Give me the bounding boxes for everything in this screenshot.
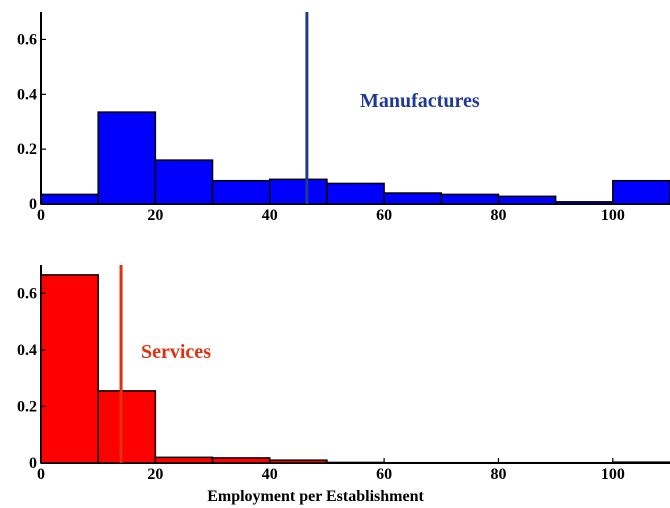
histogram-bar [268,178,328,205]
histogram-bar [154,159,214,205]
y-tick-label: 0 [29,455,37,472]
y-tick-label: 0.4 [17,86,37,103]
x-tick-label: 60 [376,207,392,224]
series-annotation: Services [141,341,211,363]
x-tick-label: 0 [37,207,45,224]
y-tick-label: 0.2 [17,141,37,158]
y-tick-label: 0.6 [17,31,37,48]
histogram-bar [97,111,157,205]
series-annotation: Manufactures [360,90,480,112]
x-tick-label: 100 [601,207,625,224]
histogram-bar [440,193,500,205]
histogram-bar [612,461,670,464]
histogram-bar [268,459,328,464]
histogram-bar [97,390,157,464]
x-axis-title: Employment per Establishment [207,488,424,505]
x-tick-label: 40 [262,466,278,483]
x-tick-label: 80 [490,466,506,483]
x-tick-label: 100 [601,466,625,483]
y-tick-label: 0.2 [17,398,37,415]
histogram-bar [211,179,271,205]
x-tick-label: 40 [262,207,278,224]
x-tick-label: 0 [37,466,45,483]
x-tick-label: 20 [147,207,163,224]
histogram-bar [326,461,385,464]
histogram-bar [497,195,557,205]
y-tick-label: 0 [29,196,37,213]
y-tick-label: 0.6 [17,285,37,302]
histogram-bar [154,456,214,464]
histogram-bar [40,193,99,205]
x-tick-label: 80 [490,207,506,224]
histogram-bar [211,457,271,464]
y-tick-label: 0.4 [17,342,37,359]
histogram-bar [554,201,614,205]
x-tick-label: 60 [376,466,392,483]
x-tick-label: 20 [147,466,163,483]
histogram-bar [383,192,443,205]
histogram-bar [326,182,385,205]
histogram-bar [612,179,670,205]
histogram-bar [40,274,99,464]
